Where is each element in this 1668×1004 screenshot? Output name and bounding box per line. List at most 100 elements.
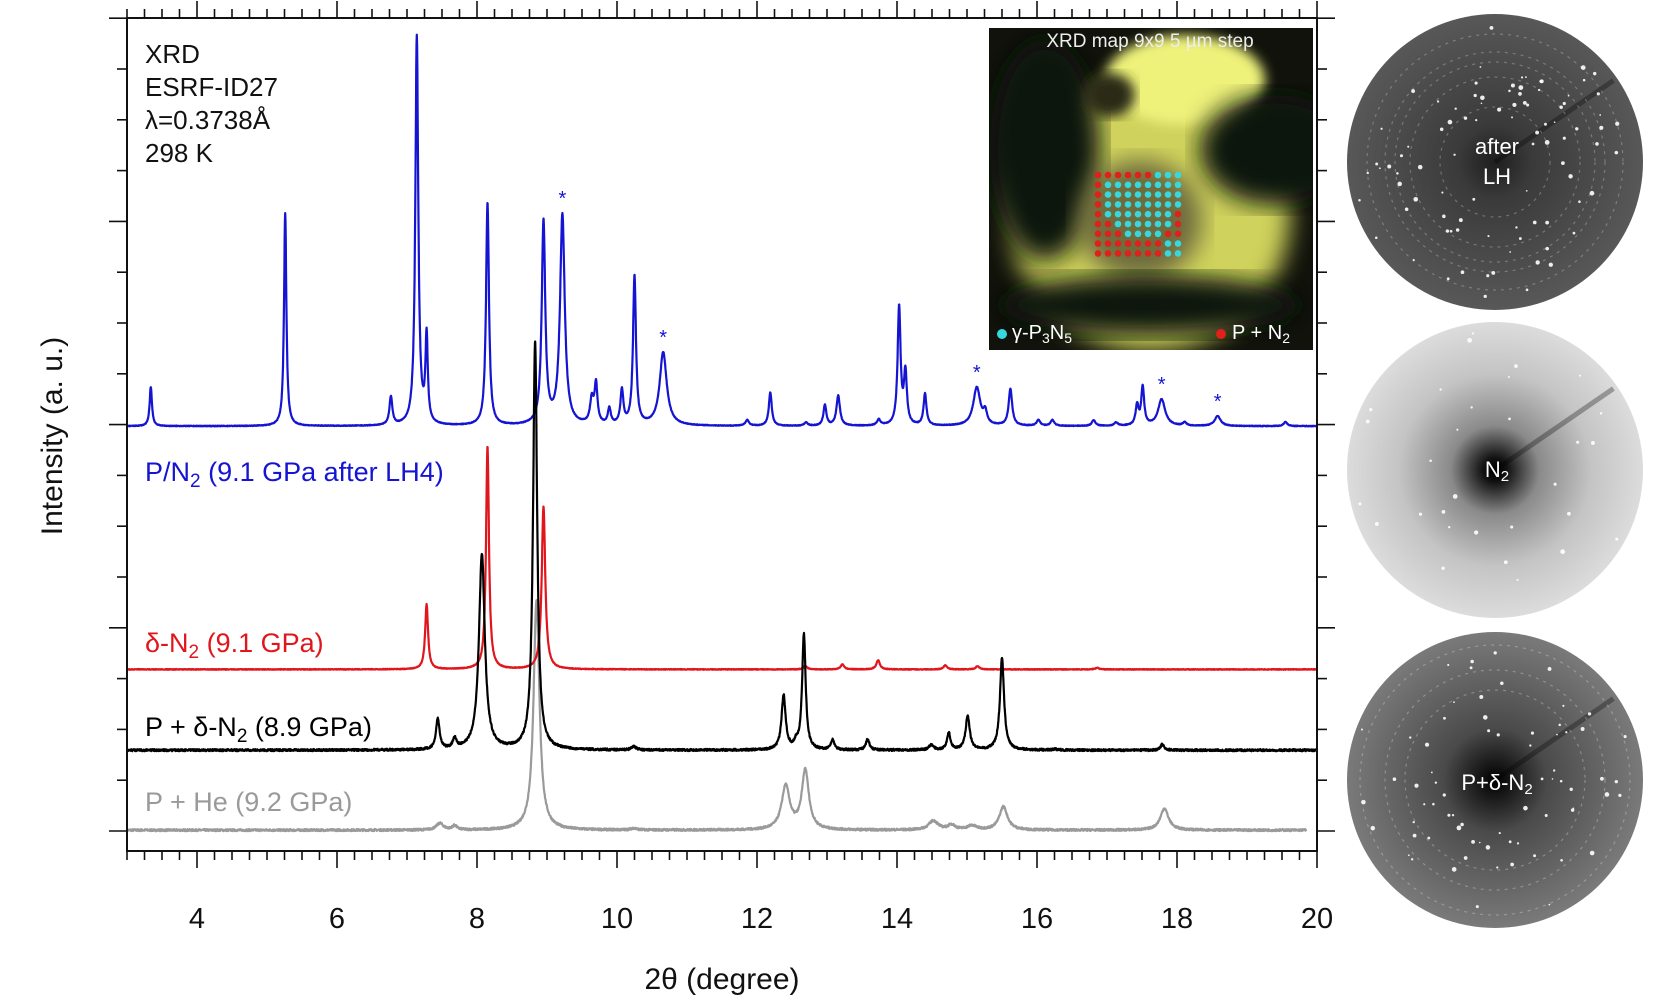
diffraction-spot xyxy=(1518,85,1524,91)
map-point-gamma-p3n5 xyxy=(1154,230,1162,238)
diffraction-spot xyxy=(1535,130,1540,135)
diffraction-spot xyxy=(1442,214,1446,219)
info-line: ESRF-ID27 xyxy=(145,72,278,102)
diffraction-spot xyxy=(1512,102,1517,107)
diffraction-image xyxy=(1347,14,1643,310)
diffraction-spot xyxy=(1478,841,1481,844)
map-point-gamma-p3n5 xyxy=(1174,191,1182,198)
map-point-p-n2 xyxy=(1094,220,1102,228)
diffraction-spot xyxy=(1561,161,1565,166)
label-text: N xyxy=(1484,457,1501,482)
diffraction-spot xyxy=(1486,274,1490,278)
diffraction-spot xyxy=(1529,744,1532,747)
legend-p-n2: P + N2 xyxy=(1232,322,1290,345)
diffraction-spot xyxy=(1498,831,1501,835)
diffraction-spot xyxy=(1569,787,1573,791)
diffraction-spot xyxy=(1510,83,1515,88)
diffraction-spot xyxy=(1511,116,1513,119)
diffraction-spot xyxy=(1451,867,1457,872)
map-point-gamma-p3n5 xyxy=(1164,240,1172,247)
label-sub: 2 xyxy=(190,471,201,492)
inset-title: XRD map 9x9 5 µm step xyxy=(1046,31,1254,52)
diffraction-spot xyxy=(1454,107,1457,110)
diffraction-spot xyxy=(1475,905,1479,909)
map-point-gamma-p3n5 xyxy=(1124,201,1132,208)
diffraction-spot xyxy=(1562,704,1565,707)
diffraction-spot xyxy=(1553,482,1557,486)
diffraction-spot xyxy=(1562,101,1566,106)
diffraction-spot xyxy=(1508,417,1511,421)
map-point-p-n2 xyxy=(1114,250,1122,257)
diffraction-spot xyxy=(1604,792,1610,797)
map-point-p-n2 xyxy=(1114,171,1122,179)
diffraction-image xyxy=(1347,632,1643,928)
diffraction-spot xyxy=(1369,408,1373,412)
map-point-gamma-p3n5 xyxy=(1144,191,1152,198)
diffraction-ring xyxy=(1404,689,1586,871)
diffraction-spot xyxy=(1445,229,1450,233)
diffraction-spot xyxy=(1516,842,1520,845)
diffraction-spot xyxy=(1560,549,1566,555)
diffraction-spot xyxy=(1580,727,1585,731)
map-point-p-n2 xyxy=(1154,240,1162,247)
map-point-p-n2 xyxy=(1094,181,1102,189)
label-text: P+δ-N xyxy=(1461,770,1525,795)
diffraction-spot xyxy=(1565,731,1568,734)
diffraction-spot xyxy=(1358,198,1361,202)
series-label-red: δ-N2 (9.1 GPa) xyxy=(145,628,324,663)
diffraction-spot xyxy=(1380,127,1383,130)
series-delta-n2 xyxy=(126,445,1318,671)
diffraction-spot xyxy=(1453,153,1456,156)
diffraction-spot xyxy=(1572,231,1576,235)
diffraction-spot xyxy=(1358,502,1362,506)
diffraction-spot xyxy=(1600,776,1604,781)
diffraction-spot xyxy=(1559,105,1563,109)
diffraction-spot xyxy=(1551,778,1554,780)
label-sub: 2 xyxy=(236,726,248,747)
diffraction-spot xyxy=(1623,735,1627,739)
map-point-p-n2 xyxy=(1114,230,1122,238)
diffraction-spot xyxy=(1404,207,1409,212)
legend-gamma-p3n5: γ-P3N5 xyxy=(1012,322,1072,345)
label-text: δ-N xyxy=(145,628,189,658)
diffraction-spot xyxy=(1552,769,1556,772)
diffraction-spot xyxy=(1396,172,1399,175)
map-point-p-n2 xyxy=(1144,250,1152,257)
legend-sub: 5 xyxy=(1064,330,1073,346)
diffraction-spot xyxy=(1399,154,1403,158)
axes: 4 6 8 10 12 14 16 18 20 xyxy=(109,1,1335,935)
detector-disk xyxy=(1347,14,1643,310)
y-axis-label: Intensity (a. u.) xyxy=(36,336,69,536)
label-sub: 2 xyxy=(188,642,200,663)
diffraction-spot xyxy=(1441,566,1445,570)
diffraction-spot xyxy=(1599,412,1603,415)
map-point-p-n2 xyxy=(1134,250,1142,257)
diffraction-spot xyxy=(1560,858,1563,862)
diffraction-spot xyxy=(1547,667,1552,671)
diffraction-spot xyxy=(1615,121,1620,126)
peak-asterisk: * xyxy=(1158,374,1166,396)
diffraction-spot xyxy=(1595,142,1599,146)
diffraction-spot xyxy=(1525,288,1529,292)
map-point-p-n2 xyxy=(1144,171,1152,179)
detector-disk xyxy=(1347,632,1643,928)
diffraction-spot xyxy=(1509,251,1512,253)
diffraction-spot xyxy=(1441,191,1444,194)
diffraction-spot xyxy=(1410,858,1414,861)
legend-text: γ-P xyxy=(1012,322,1042,344)
map-point-gamma-p3n5 xyxy=(1154,181,1162,189)
info-line: XRD xyxy=(145,39,200,69)
diffraction-spot xyxy=(1596,92,1600,96)
diffraction-spot xyxy=(1475,119,1478,122)
label-sub: 2 xyxy=(1524,781,1533,798)
series-label-black: P + δ-N2 (8.9 GPa) xyxy=(145,714,372,747)
diffraction-spot xyxy=(1520,76,1524,79)
diffraction-spot xyxy=(1374,521,1379,526)
diffraction-spot xyxy=(1615,537,1619,541)
diffraction-spot xyxy=(1458,218,1463,222)
label-text: after xyxy=(1474,134,1520,159)
diffraction-spot xyxy=(1515,226,1518,229)
map-point-gamma-p3n5 xyxy=(1124,230,1132,238)
label-text: LH xyxy=(1482,164,1512,189)
